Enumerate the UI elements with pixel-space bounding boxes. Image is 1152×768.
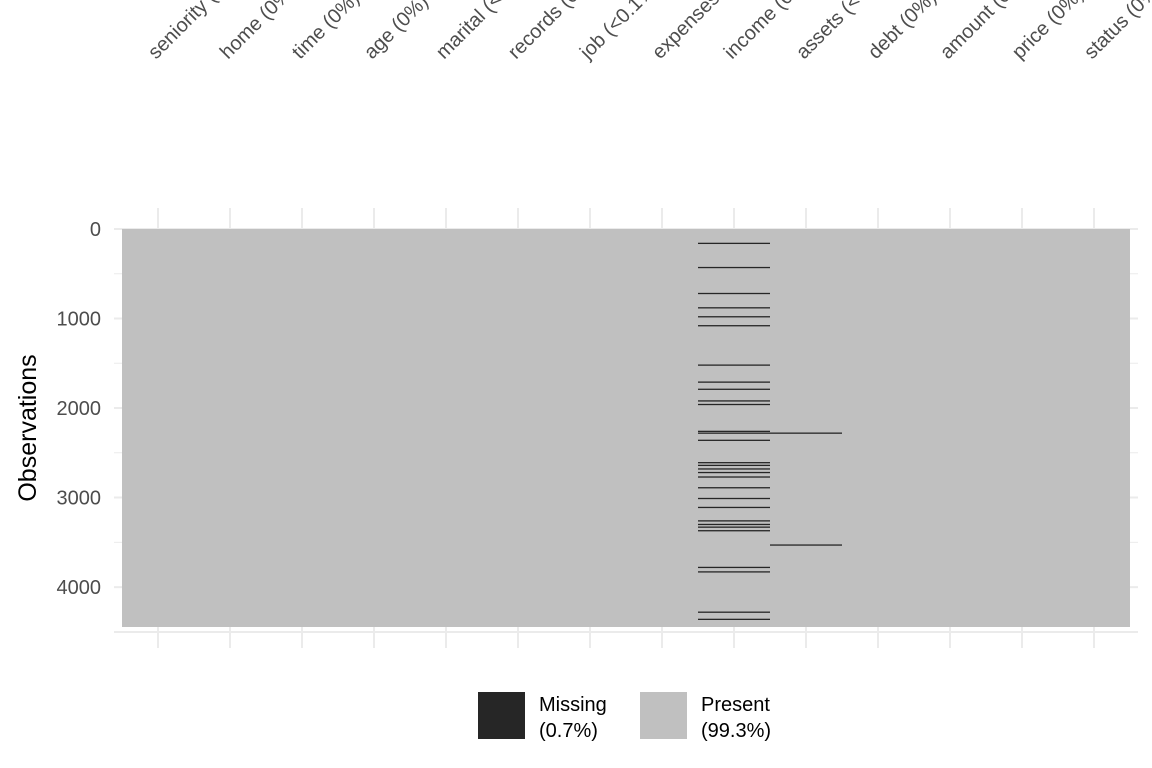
legend-swatch	[640, 692, 687, 739]
y-axis-ticks: 0 1000 2000 3000 4000	[57, 219, 102, 599]
legend-percent: (99.3%)	[701, 720, 771, 742]
legend-percent: (0.7%)	[539, 720, 598, 742]
column-label: debt (0%)	[864, 0, 941, 64]
y-tick-label: 4000	[57, 577, 102, 599]
missing-mark	[698, 618, 770, 621]
missing-mark	[698, 520, 770, 522]
column-label: time (0%)	[288, 0, 364, 64]
missing-mark	[698, 497, 770, 500]
missing-mark	[698, 611, 770, 613]
missing-mark	[698, 242, 770, 245]
missing-mark	[698, 400, 770, 402]
y-tick-label: 1000	[57, 309, 102, 331]
column-label: status (0%)	[1080, 0, 1152, 64]
missing-mark	[698, 307, 770, 309]
missing-mark	[698, 439, 770, 441]
y-axis-title: Observations	[14, 354, 42, 501]
column-label: job (<0.1%)	[575, 0, 664, 64]
missing-mark	[698, 487, 770, 489]
missing-mark	[698, 403, 770, 406]
missing-mark	[698, 325, 770, 327]
y-tick-label: 2000	[57, 398, 102, 420]
legend-label: Present	[701, 694, 770, 716]
column-label: home (0%)	[216, 0, 301, 64]
legend-swatch	[478, 692, 525, 739]
present-area	[122, 229, 1130, 627]
legend-item: Missing (0.7%)	[478, 692, 607, 742]
column-label: age (0%)	[360, 0, 433, 64]
missing-mark	[698, 464, 770, 467]
missing-mark	[698, 462, 770, 464]
missing-mark	[698, 266, 770, 269]
missing-mark	[698, 292, 770, 295]
missing-mark	[770, 432, 842, 434]
legend-label: Missing	[539, 694, 607, 716]
missing-mark	[698, 471, 770, 474]
missing-mark	[698, 530, 770, 532]
column-labels: seniority (0%)home (0%)time (0%)age (0%)…	[144, 0, 1152, 64]
missing-mark	[698, 476, 770, 478]
legend-item: Present (99.3%)	[640, 692, 771, 742]
legend: Missing (0.7%) Present (99.3%)	[478, 692, 771, 742]
missing-mark	[698, 388, 770, 390]
missing-marks	[698, 242, 842, 621]
missing-mark	[698, 468, 770, 470]
missing-mark	[698, 316, 770, 318]
missing-mark	[698, 526, 770, 528]
missing-mark	[698, 566, 770, 569]
missing-mark	[698, 571, 770, 573]
missing-mark	[698, 430, 770, 433]
y-tick-label: 0	[90, 219, 101, 241]
missing-mark	[770, 544, 842, 546]
missing-mark	[698, 381, 770, 383]
missing-mark	[698, 523, 770, 526]
column-label: price (0%)	[1008, 0, 1088, 64]
missing-mark	[698, 432, 770, 434]
missing-mark	[698, 506, 770, 509]
y-tick-label: 3000	[57, 488, 102, 510]
missing-mark	[698, 364, 770, 366]
